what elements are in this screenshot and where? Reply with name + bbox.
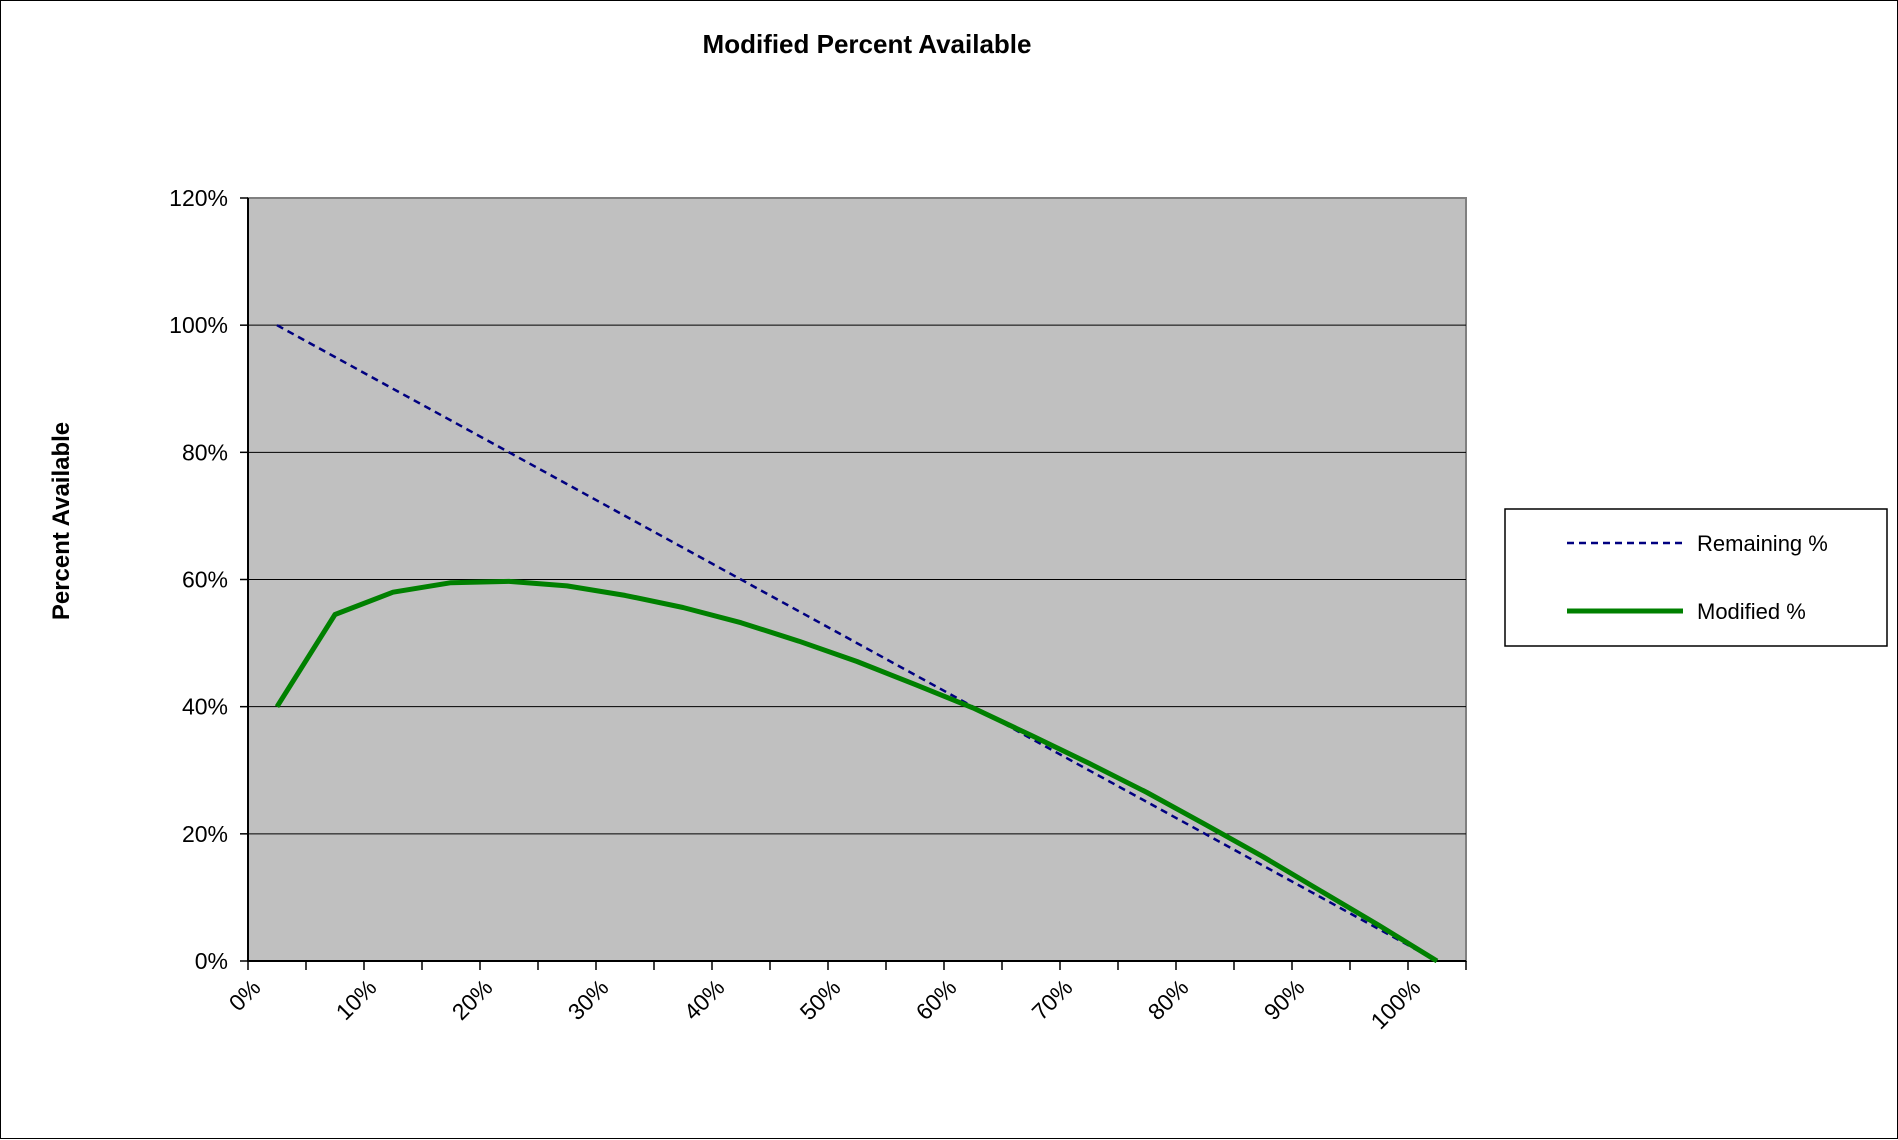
x-tick-label: 50% bbox=[795, 974, 846, 1025]
x-tick-label: 20% bbox=[447, 974, 498, 1025]
x-axis-ticks: 0% 10% 20% 30% 40% 50% 60% 70% 80% 90% 100% bbox=[224, 961, 1467, 1034]
series-line-modified bbox=[274, 578, 1439, 964]
x-tick-label: 10% bbox=[331, 974, 382, 1025]
y-tick-label: 0% bbox=[195, 948, 228, 974]
x-tick-label: 80% bbox=[1143, 974, 1194, 1025]
x-tick-label: 100% bbox=[1366, 974, 1426, 1034]
series-lines bbox=[274, 324, 1439, 964]
chart-title: Modified Percent Available bbox=[703, 29, 1032, 59]
x-tick-label: 70% bbox=[1027, 974, 1078, 1025]
y-tick-label: 80% bbox=[182, 439, 228, 465]
y-tick-label: 60% bbox=[182, 567, 228, 593]
legend-label-remaining: Remaining % bbox=[1697, 531, 1828, 556]
legend: Remaining % Modified % bbox=[1504, 508, 1888, 647]
y-tick-label: 20% bbox=[182, 821, 228, 847]
y-tick-label: 40% bbox=[182, 694, 228, 720]
x-tick-label: 0% bbox=[224, 974, 266, 1016]
gridlines bbox=[248, 324, 1466, 835]
x-tick-label: 90% bbox=[1259, 974, 1310, 1025]
y-axis-ticks: 0% 20% 40% 60% 80% 100% 120% bbox=[169, 185, 248, 974]
legend-label-modified: Modified % bbox=[1697, 599, 1806, 624]
legend-box bbox=[1504, 508, 1888, 647]
x-tick-label: 60% bbox=[911, 974, 962, 1025]
y-axis-title: Percent Available bbox=[48, 422, 75, 620]
series-line-remaining bbox=[276, 324, 1438, 963]
x-tick-label: 40% bbox=[679, 974, 730, 1025]
x-tick-label: 30% bbox=[563, 974, 614, 1025]
y-tick-label: 120% bbox=[169, 185, 228, 211]
y-tick-label: 100% bbox=[169, 312, 228, 338]
